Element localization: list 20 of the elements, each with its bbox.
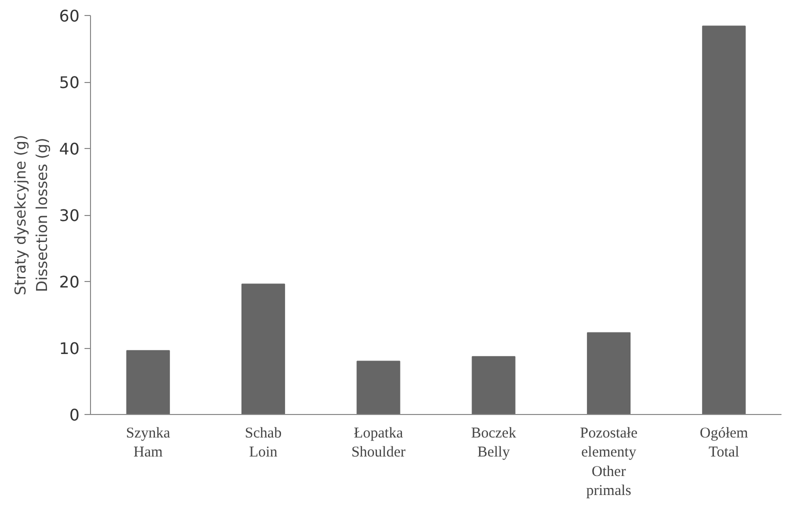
y-tick-label: 30: [59, 206, 80, 225]
x-tick-label: Pozostałe elementy Other primals: [580, 426, 638, 500]
x-tick-label: Boczek Belly: [471, 426, 517, 461]
bar: [356, 360, 400, 414]
y-tick-label: 0: [69, 406, 80, 424]
x-tick-label: Szynka Ham: [126, 426, 171, 461]
bar: [702, 26, 746, 414]
bar: [472, 356, 516, 414]
y-tick-label: 10: [59, 339, 80, 358]
x-tick-label: Łopatka Shoulder: [351, 426, 406, 461]
y-tick-label: 40: [59, 140, 80, 158]
bar: [586, 332, 631, 414]
y-tick-label: 60: [59, 6, 80, 26]
y-tick-label: 50: [59, 73, 80, 92]
bar: [126, 350, 170, 414]
y-axis-title: Straty dysekcyjne (g) Dissection losses (g): [12, 134, 52, 296]
x-tick-label: Schab Loin: [244, 426, 282, 461]
bar: [241, 284, 286, 414]
x-tick-label: Ogółem Total: [700, 426, 748, 461]
y-tick-label: 20: [59, 272, 80, 292]
